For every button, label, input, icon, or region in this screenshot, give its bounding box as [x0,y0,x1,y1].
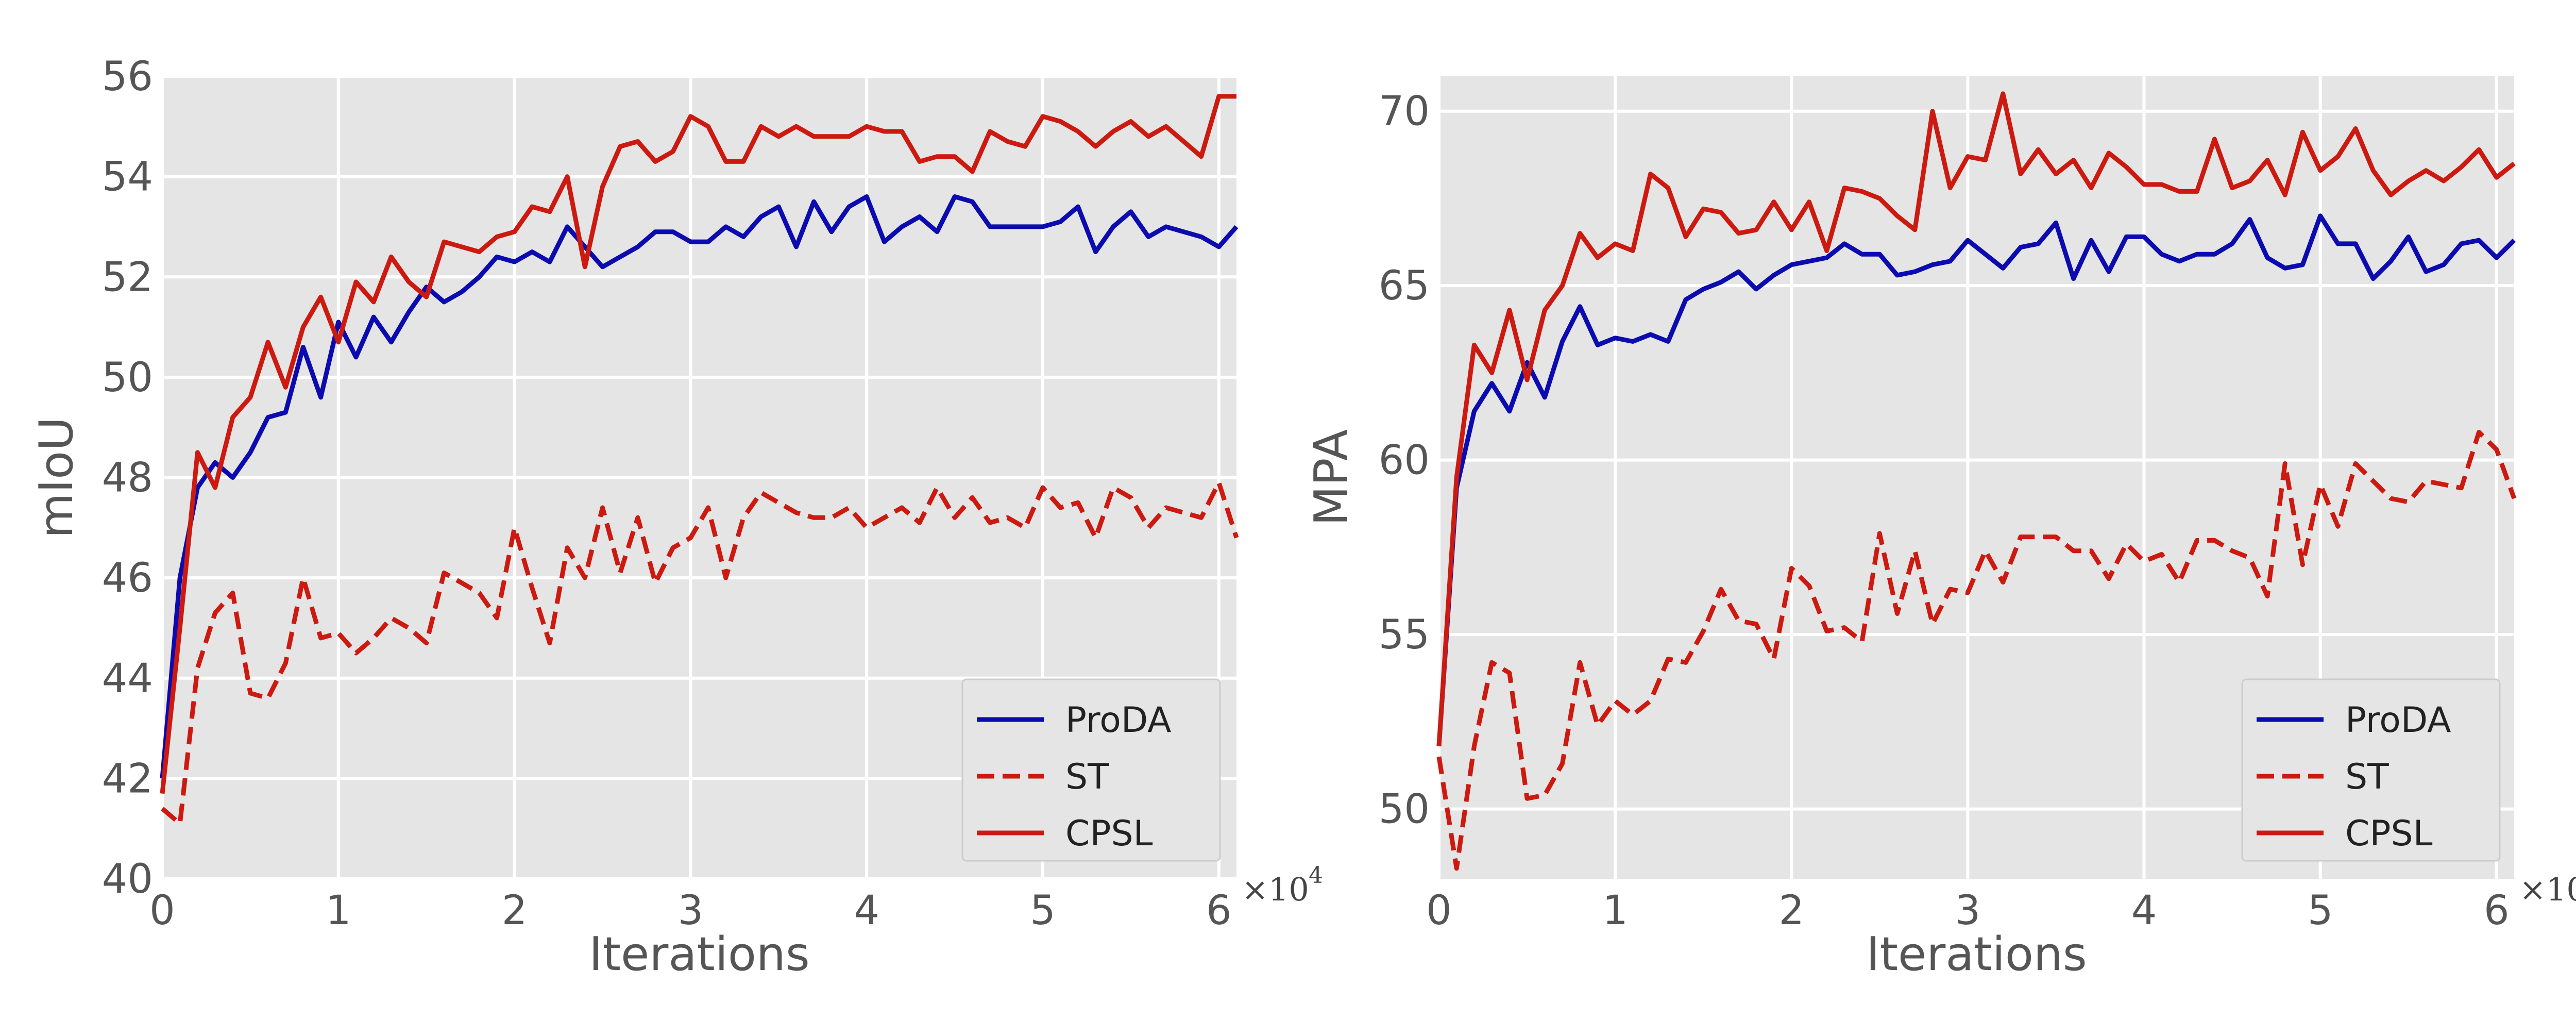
x-multiplier-exponent: 4 [1309,862,1323,889]
series-line-st [161,480,1239,826]
x-tick-label: 3 [1955,888,1981,934]
x-tick-label: 6 [2484,888,2510,934]
x-tick-label: 5 [2308,888,2333,934]
y-tick-label: 44 [102,656,153,702]
x-tick-label: 1 [326,888,351,934]
x-tick-label: 6 [1206,888,1232,934]
legend-label-st: ST [2345,757,2389,797]
legend-label-proda: ProDA [1065,700,1172,741]
x-tick-label: 0 [149,888,175,934]
x-multiplier: ×10 [1242,871,1309,908]
y-axis-label: MPA [1304,429,1359,526]
y-tick-label: 48 [102,455,153,502]
y-tick-label: 42 [102,756,153,802]
y-tick-label: 60 [1379,438,1430,484]
legend-box [961,678,1221,862]
y-tick-label: 55 [1379,612,1430,658]
legend-label-proda: ProDA [2345,700,2451,741]
y-tick-label: 56 [102,54,153,100]
y-tick-label: 54 [102,154,153,200]
x-tick-label: 5 [1030,888,1056,934]
y-tick-label: 50 [1379,787,1430,833]
x-multiplier: ×10 [2519,871,2576,908]
legend: ProDA ST CPSL [2241,678,2501,862]
y-tick-label: 70 [1379,89,1430,135]
y-tick-label: 52 [102,254,153,300]
y-tick-label: 40 [102,856,153,903]
x-axis-label: Iterations [1866,927,2087,981]
x-tick-label: 0 [1426,888,1452,934]
x-axis-label: Iterations [589,927,810,981]
legend-label-cpsl: CPSL [2345,813,2433,854]
y-tick-label: 50 [102,355,153,401]
chart-mpa: 0 1 2 3 4 5 6 50 55 60 65 70 Iterations MPA ×10 4 ProDA S… [1304,76,2576,981]
legend: ProDA ST CPSL [961,678,1221,862]
series-line-cpsl [160,94,1236,794]
legend-box [2241,678,2501,862]
series-line-cpsl [1436,91,2516,747]
y-tick-label: 46 [102,555,153,601]
y-axis-label: mIoU [29,417,83,538]
x-tick-label: 4 [2131,888,2157,934]
y-tick-label: 65 [1379,263,1430,309]
legend-label-cpsl: CPSL [1065,813,1153,854]
x-tick-label: 4 [854,888,879,934]
x-tick-label: 3 [678,888,704,934]
legend-label-st: ST [1065,757,1109,797]
x-tick-label: 2 [1778,888,1804,934]
x-tick-label: 2 [502,888,528,934]
series-line-proda [1436,213,2516,747]
chart-miou: 0 1 2 3 4 5 6404244464850525456IterationsmIoU×… [29,54,1323,981]
series-line-st [1436,430,2517,871]
x-tick-label: 1 [1602,888,1628,934]
